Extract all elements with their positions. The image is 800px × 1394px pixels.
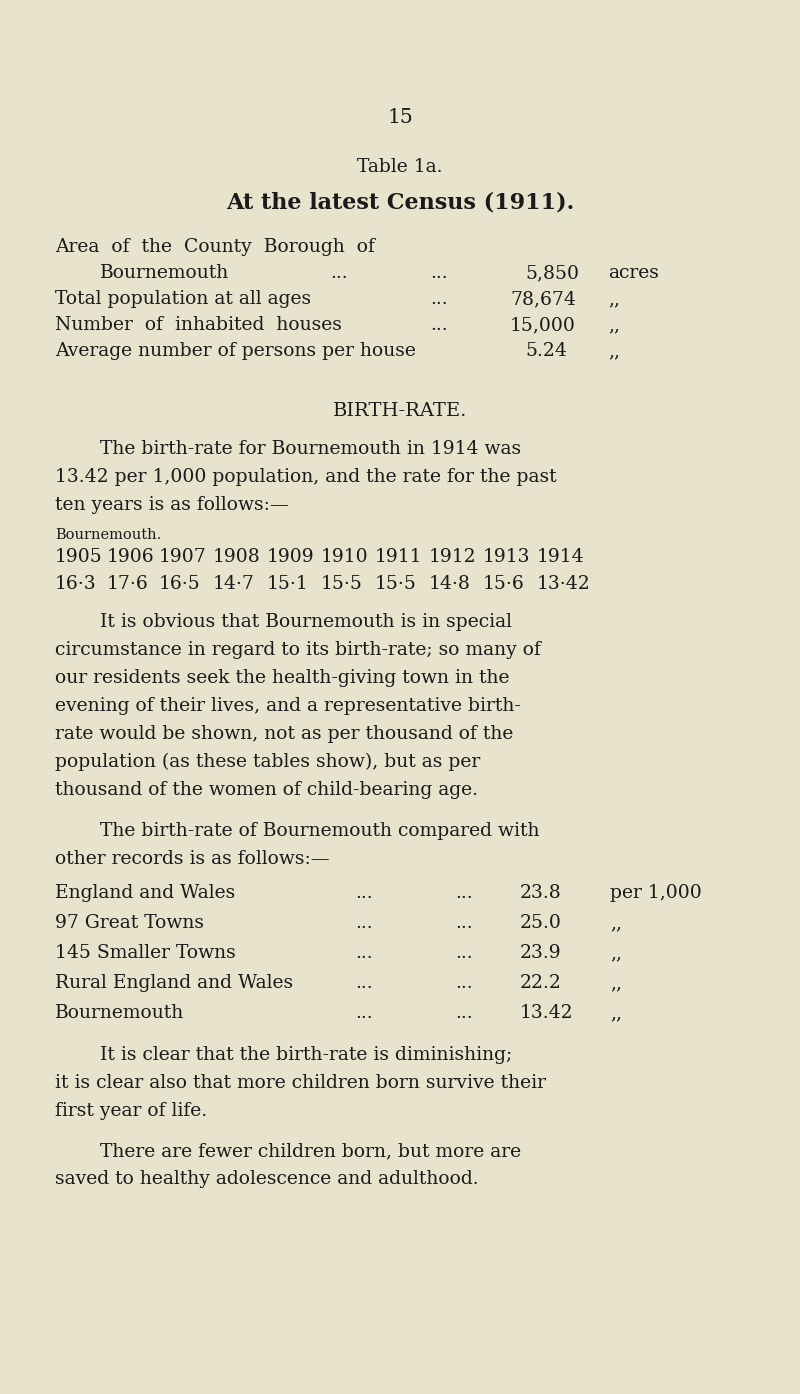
Text: 15,000: 15,000 <box>510 316 576 335</box>
Text: thousand of the women of child-bearing age.: thousand of the women of child-bearing a… <box>55 781 478 799</box>
Text: 5.24: 5.24 <box>525 342 567 360</box>
Text: rate would be shown, not as per thousand of the: rate would be shown, not as per thousand… <box>55 725 514 743</box>
Text: 5,850: 5,850 <box>525 263 579 282</box>
Text: 15·5: 15·5 <box>375 574 417 592</box>
Text: ,,: ,, <box>610 944 622 962</box>
Text: Rural England and Wales: Rural England and Wales <box>55 974 293 993</box>
Text: 97 Great Towns: 97 Great Towns <box>55 914 204 933</box>
Text: ...: ... <box>430 316 448 335</box>
Text: Bournemouth: Bournemouth <box>100 263 230 282</box>
Text: 1905: 1905 <box>55 548 102 566</box>
Text: 14·8: 14·8 <box>429 574 471 592</box>
Text: ,,: ,, <box>610 974 622 993</box>
Text: ,,: ,, <box>608 290 620 308</box>
Text: 1911: 1911 <box>375 548 422 566</box>
Text: 17·6: 17·6 <box>107 574 149 592</box>
Text: Bournemouth: Bournemouth <box>55 1004 184 1022</box>
Text: circumstance in regard to its birth-rate; so many of: circumstance in regard to its birth-rate… <box>55 641 541 659</box>
Text: 145 Smaller Towns: 145 Smaller Towns <box>55 944 236 962</box>
Text: population (as these tables show), but as per: population (as these tables show), but a… <box>55 753 480 771</box>
Text: ...: ... <box>430 263 448 282</box>
Text: 1914: 1914 <box>537 548 585 566</box>
Text: 1906: 1906 <box>107 548 154 566</box>
Text: 15·6: 15·6 <box>483 574 525 592</box>
Text: ,,: ,, <box>610 914 622 933</box>
Text: 13.42 per 1,000 population, and the rate for the past: 13.42 per 1,000 population, and the rate… <box>55 468 557 487</box>
Text: 13·42: 13·42 <box>537 574 590 592</box>
Text: 1913: 1913 <box>483 548 530 566</box>
Text: first year of life.: first year of life. <box>55 1103 207 1119</box>
Text: 16·5: 16·5 <box>159 574 201 592</box>
Text: ...: ... <box>355 1004 373 1022</box>
Text: evening of their lives, and a representative birth-: evening of their lives, and a representa… <box>55 697 521 715</box>
Text: England and Wales: England and Wales <box>55 884 235 902</box>
Text: 1907: 1907 <box>159 548 206 566</box>
Text: it is clear also that more children born survive their: it is clear also that more children born… <box>55 1073 546 1092</box>
Text: ...: ... <box>355 914 373 933</box>
Text: 16·3: 16·3 <box>55 574 97 592</box>
Text: 22.2: 22.2 <box>520 974 562 993</box>
Text: ...: ... <box>355 944 373 962</box>
Text: 15·1: 15·1 <box>267 574 309 592</box>
Text: 15: 15 <box>387 107 413 127</box>
Text: our residents seek the health-giving town in the: our residents seek the health-giving tow… <box>55 669 510 687</box>
Text: per 1,000: per 1,000 <box>610 884 702 902</box>
Text: ...: ... <box>455 944 473 962</box>
Text: ...: ... <box>455 884 473 902</box>
Text: Area  of  the  County  Borough  of: Area of the County Borough of <box>55 238 375 256</box>
Text: ten years is as follows:—: ten years is as follows:— <box>55 496 289 514</box>
Text: 25.0: 25.0 <box>520 914 562 933</box>
Text: 23.9: 23.9 <box>520 944 562 962</box>
Text: saved to healthy adolescence and adulthood.: saved to healthy adolescence and adultho… <box>55 1170 478 1188</box>
Text: It is clear that the birth-rate is diminishing;: It is clear that the birth-rate is dimin… <box>100 1046 512 1064</box>
Text: ...: ... <box>455 914 473 933</box>
Text: 13.42: 13.42 <box>520 1004 574 1022</box>
Text: BIRTH-RATE.: BIRTH-RATE. <box>333 401 467 420</box>
Text: 1910: 1910 <box>321 548 369 566</box>
Text: At the latest Census (1911).: At the latest Census (1911). <box>226 192 574 215</box>
Text: Total population at all ages: Total population at all ages <box>55 290 311 308</box>
Text: ...: ... <box>430 290 448 308</box>
Text: ,,: ,, <box>608 342 620 360</box>
Text: There are fewer children born, but more are: There are fewer children born, but more … <box>100 1142 521 1160</box>
Text: ...: ... <box>355 884 373 902</box>
Text: other records is as follows:—: other records is as follows:— <box>55 850 330 868</box>
Text: 78,674: 78,674 <box>510 290 576 308</box>
Text: ,,: ,, <box>610 1004 622 1022</box>
Text: 14·7: 14·7 <box>213 574 255 592</box>
Text: ...: ... <box>330 263 348 282</box>
Text: It is obvious that Bournemouth is in special: It is obvious that Bournemouth is in spe… <box>100 613 512 631</box>
Text: The birth-rate for Bournemouth in 1914 was: The birth-rate for Bournemouth in 1914 w… <box>100 441 521 459</box>
Text: The birth-rate of Bournemouth compared with: The birth-rate of Bournemouth compared w… <box>100 822 539 841</box>
Text: ...: ... <box>355 974 373 993</box>
Text: Average number of persons per house: Average number of persons per house <box>55 342 416 360</box>
Text: 1908: 1908 <box>213 548 261 566</box>
Text: Table 1a.: Table 1a. <box>358 158 442 176</box>
Text: 23.8: 23.8 <box>520 884 562 902</box>
Text: ,,: ,, <box>608 316 620 335</box>
Text: 1912: 1912 <box>429 548 477 566</box>
Text: 1909: 1909 <box>267 548 314 566</box>
Text: acres: acres <box>608 263 659 282</box>
Text: 15·5: 15·5 <box>321 574 363 592</box>
Text: ...: ... <box>455 974 473 993</box>
Text: Number  of  inhabited  houses: Number of inhabited houses <box>55 316 342 335</box>
Text: ...: ... <box>455 1004 473 1022</box>
Text: Bournemouth.: Bournemouth. <box>55 528 162 542</box>
